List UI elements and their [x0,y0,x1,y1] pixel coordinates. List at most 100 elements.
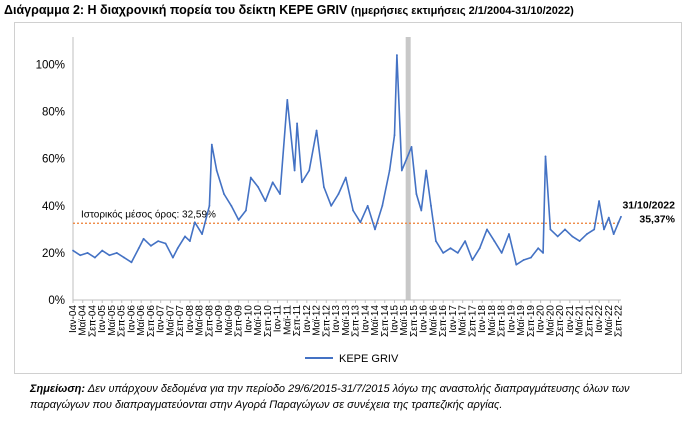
x-tick-label: Ιαν-19 [506,305,517,333]
series-point [571,235,574,238]
series-point [176,247,179,250]
series-point [157,240,160,243]
x-tick-label: Ιαν-21 [565,305,576,333]
series-point [79,254,82,257]
x-tick-label: Μαϊ-10 [253,305,264,336]
x-tick-label: Σεπ-14 [380,305,391,337]
x-tick-label: Μαϊ-04 [78,305,89,336]
x-tick-label: Μαϊ-20 [545,305,556,336]
series-point [193,221,196,224]
series-point [315,129,318,132]
series-point [230,204,233,207]
chart-frame: 0% 20% 40% 60% 80% 100% Ιαν-04 Μαϊ-04 Σεπ-04 Ιαν-… [14,22,682,374]
y-tick-label: 80% [42,107,65,119]
series-point [164,242,167,245]
x-tick-label: Σεπ-15 [409,305,420,337]
series-point [352,209,354,212]
series-point [493,240,496,243]
series-point [223,193,225,195]
series-point [556,235,559,238]
series-point [249,176,252,179]
x-tick-label: Μαϊ-22 [604,305,615,336]
series-point [359,221,362,224]
series-point [471,259,474,261]
end-annotation-date: 31/10/2022 [622,200,675,212]
series-point [537,247,540,250]
series-point [388,169,391,172]
x-tick-label: Ιαν-16 [419,305,430,333]
y-tick-label: 0% [48,295,65,307]
series-point [286,98,289,101]
chart-note: Σημείωση: Δεν υπάρχουν δεδομένα για την … [30,381,690,413]
series-point [607,216,610,219]
series-point [150,244,152,247]
x-tick-label: Μαϊ-13 [341,305,352,336]
x-tick-label: Σεπ-07 [175,305,186,337]
series-point [101,249,104,252]
x-tick-label: Μαϊ-08 [195,305,206,336]
series-point [123,256,126,259]
series-point [425,169,428,172]
series-point [271,181,274,184]
series-point [308,169,311,172]
y-tick-label: 60% [42,154,65,166]
series-point [130,261,133,264]
series-point [366,204,369,207]
chart-svg: 0%20%40%60%80%100%Ιαν-04Μαϊ-04Σεπ-04Ιαν-… [36,37,676,365]
x-tick-label: Μαϊ-15 [399,305,410,336]
series-point [522,259,525,261]
series-point [72,249,74,252]
x-tick-label: Μαϊ-14 [370,305,381,336]
x-tick-label: Σεπ-06 [146,305,157,337]
series-point [449,247,452,250]
series-point [420,209,423,212]
series-point [598,200,600,203]
series-point [456,252,459,254]
series-point [322,186,325,188]
series-point [593,228,596,231]
series-point [237,219,240,221]
x-tick-label: Ιαν-08 [185,305,196,333]
y-tick-label: 20% [42,248,65,260]
series-point [381,204,384,207]
series-point [115,252,118,254]
end-annotation-value: 35,37% [639,214,675,226]
series-point [137,247,140,250]
series-point [478,247,481,250]
series-point [257,186,260,188]
x-tick-label: Μαϊ-19 [516,305,527,336]
x-tick-label: Ιαν-12 [302,305,313,333]
x-tick-label: Ιαν-17 [448,305,459,333]
series-point [344,176,347,179]
series-point [279,193,281,195]
x-tick-label: Ιαν-22 [594,305,605,333]
x-tick-label: Ιαν-10 [243,305,254,333]
series-point [544,155,547,158]
series-point [210,143,213,146]
x-tick-label: Μαϊ-09 [224,305,235,336]
series-point [108,254,111,257]
series-point [515,263,518,266]
series-point [301,181,303,184]
series-point [464,240,467,243]
series-point [142,237,145,240]
x-tick-label: Σεπ-04 [87,305,98,337]
x-tick-label: Ιαν-05 [97,305,108,333]
series-point [508,233,510,235]
x-tick-label: Σεπ-16 [438,305,449,337]
chart-subtitle: (ημερήσιες εκτιμήσεις 2/1/2004-31/10/202… [350,5,574,17]
series-point [486,228,488,231]
x-tick-label: Ιαν-20 [536,305,547,333]
x-tick-label: Μαϊ-18 [487,305,498,336]
series-point [578,240,581,243]
x-tick-label: Σεπ-11 [292,305,303,337]
series-point [430,204,432,207]
x-tick-label: Μαϊ-17 [458,305,469,336]
series-point [617,221,620,224]
x-tick-label: Σεπ-22 [614,305,625,337]
series-point [529,256,532,259]
y-tick-label: 100% [36,60,65,72]
x-tick-label: Μαϊ-06 [136,305,147,336]
x-tick-label: Ιαν-04 [68,305,79,333]
series-point [184,235,186,238]
